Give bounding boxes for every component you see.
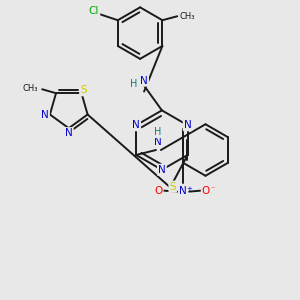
Text: S: S [169, 182, 176, 192]
Text: H: H [154, 127, 162, 137]
Text: +: + [186, 186, 192, 192]
Text: N: N [41, 110, 49, 119]
Text: N: N [184, 120, 191, 130]
Text: Cl: Cl [89, 6, 99, 16]
Text: S: S [80, 85, 87, 95]
Text: N: N [158, 165, 166, 175]
Text: O: O [202, 186, 210, 196]
Text: N: N [132, 120, 140, 130]
Text: CH₃: CH₃ [23, 84, 38, 93]
Text: N: N [154, 137, 162, 147]
Text: O: O [154, 186, 163, 196]
Text: N: N [65, 128, 73, 138]
Text: H: H [130, 79, 138, 88]
Text: N: N [140, 76, 148, 85]
Text: CH₃: CH₃ [179, 12, 195, 21]
Text: N: N [179, 186, 187, 196]
Text: ⁻: ⁻ [211, 184, 215, 193]
